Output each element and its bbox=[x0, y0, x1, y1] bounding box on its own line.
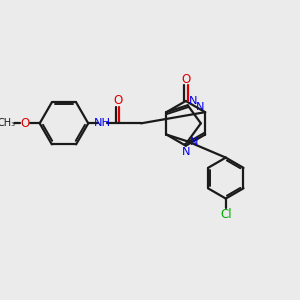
Text: N: N bbox=[190, 137, 198, 147]
Text: CH₃: CH₃ bbox=[0, 118, 16, 128]
Text: Cl: Cl bbox=[220, 208, 232, 221]
Text: N: N bbox=[189, 96, 197, 106]
Text: N: N bbox=[182, 147, 190, 157]
Text: N: N bbox=[196, 102, 204, 112]
Text: O: O bbox=[181, 73, 190, 85]
Text: O: O bbox=[113, 94, 122, 107]
Text: NH: NH bbox=[94, 118, 111, 128]
Text: O: O bbox=[20, 117, 30, 130]
